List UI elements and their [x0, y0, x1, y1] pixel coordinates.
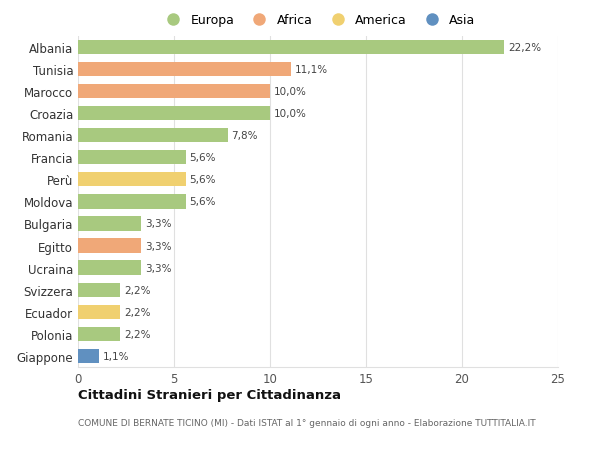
Bar	[78, 239, 142, 253]
Text: 2,2%: 2,2%	[124, 285, 151, 295]
Text: 3,3%: 3,3%	[145, 241, 172, 251]
Text: 11,1%: 11,1%	[295, 65, 328, 75]
Bar	[78, 305, 120, 319]
Text: 10,0%: 10,0%	[274, 87, 307, 97]
Text: 2,2%: 2,2%	[124, 307, 151, 317]
Bar	[78, 195, 185, 209]
Text: 3,3%: 3,3%	[145, 219, 172, 229]
Bar	[78, 40, 504, 55]
Bar	[78, 261, 142, 275]
Text: 5,6%: 5,6%	[190, 197, 216, 207]
Text: Cittadini Stranieri per Cittadinanza: Cittadini Stranieri per Cittadinanza	[78, 388, 341, 401]
Text: 10,0%: 10,0%	[274, 109, 307, 119]
Bar	[78, 173, 185, 187]
Text: 2,2%: 2,2%	[124, 329, 151, 339]
Text: 5,6%: 5,6%	[190, 175, 216, 185]
Bar	[78, 283, 120, 297]
Text: COMUNE DI BERNATE TICINO (MI) - Dati ISTAT al 1° gennaio di ogni anno - Elaboraz: COMUNE DI BERNATE TICINO (MI) - Dati IST…	[78, 418, 536, 427]
Legend: Europa, Africa, America, Asia: Europa, Africa, America, Asia	[160, 14, 476, 27]
Bar	[78, 106, 270, 121]
Bar	[78, 217, 142, 231]
Bar	[78, 129, 228, 143]
Text: 3,3%: 3,3%	[145, 263, 172, 273]
Text: 22,2%: 22,2%	[508, 43, 541, 53]
Text: 7,8%: 7,8%	[232, 131, 258, 141]
Bar	[78, 62, 291, 77]
Bar	[78, 84, 270, 99]
Bar	[78, 151, 185, 165]
Text: 5,6%: 5,6%	[190, 153, 216, 163]
Text: 1,1%: 1,1%	[103, 351, 130, 361]
Bar	[78, 349, 99, 364]
Bar	[78, 327, 120, 341]
